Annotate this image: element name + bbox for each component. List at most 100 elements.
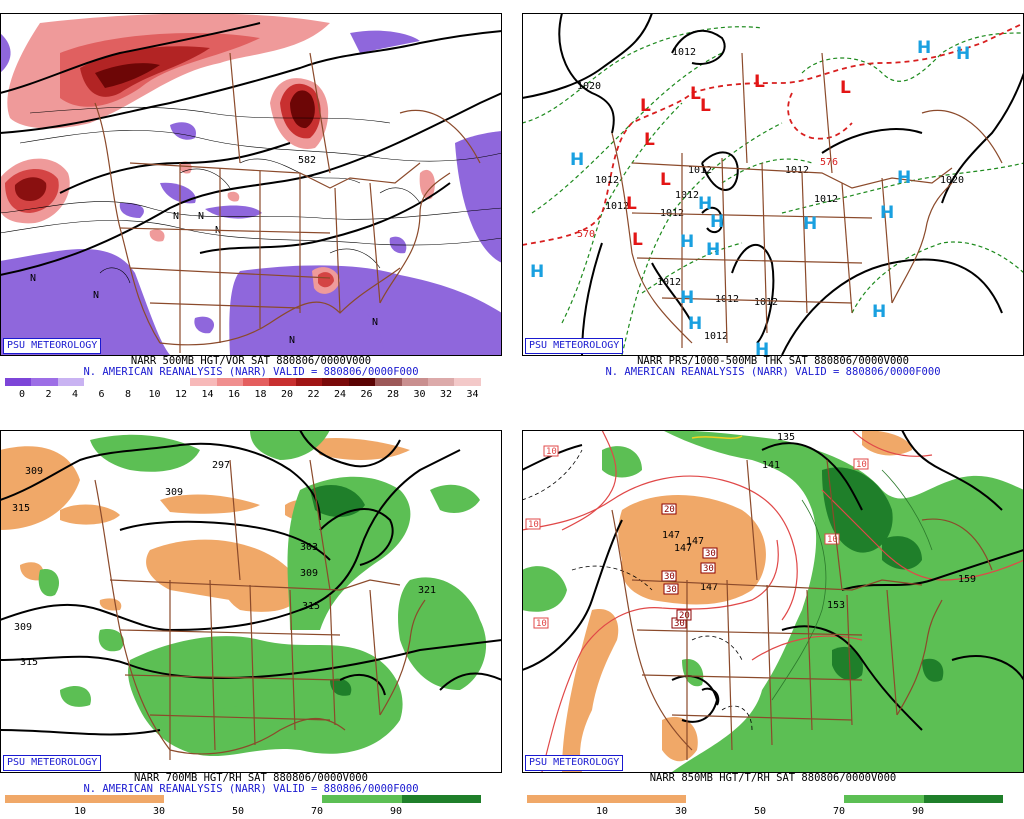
map-label: 141 bbox=[762, 460, 780, 471]
temp-box: 20 bbox=[661, 503, 677, 515]
colorbar-tick-label: 10 bbox=[73, 806, 87, 817]
very-moist-shading bbox=[822, 467, 944, 682]
map-label: 1012 bbox=[657, 277, 681, 288]
temp-box: 30 bbox=[702, 547, 718, 559]
high-pressure-marker: H bbox=[530, 262, 544, 282]
low-pressure-marker: L bbox=[644, 130, 655, 150]
map-label: N bbox=[289, 335, 295, 346]
map-label: N bbox=[93, 290, 99, 301]
svg-text:10: 10 bbox=[827, 535, 838, 545]
colorbar bbox=[5, 378, 481, 386]
map-label: 1012 bbox=[704, 331, 728, 342]
panel-title: NARR 850MB HGT/T/RH SAT 880806/0000V000 bbox=[649, 772, 897, 784]
colorbar-swatch bbox=[454, 378, 481, 386]
colorbar-swatch bbox=[84, 795, 164, 803]
colorbar-tick-label: 30 bbox=[152, 806, 166, 817]
svg-text:30: 30 bbox=[705, 549, 716, 559]
colorbar-swatch bbox=[163, 795, 243, 803]
colorbar-tick-label: 0 bbox=[18, 389, 26, 400]
svg-text:10: 10 bbox=[536, 619, 547, 629]
colorbar-swatch bbox=[401, 795, 481, 803]
low-pressure-marker: L bbox=[626, 194, 637, 214]
colorbar-tick-label: 10 bbox=[148, 389, 161, 400]
colorbar-swatch bbox=[269, 378, 296, 386]
height-contours bbox=[0, 430, 502, 736]
humidity-edge-lines bbox=[771, 469, 933, 701]
colorbar-tick-label: 18 bbox=[254, 389, 267, 400]
colorbar-tick-label: 32 bbox=[439, 389, 453, 400]
map-label: 315 bbox=[20, 657, 38, 668]
map-label: N bbox=[372, 317, 378, 328]
panel-title: NARR 500MB HGT/VOR SAT 880806/0000V000 bbox=[130, 355, 372, 367]
colorbar-swatch bbox=[375, 378, 402, 386]
colorbar-tick-label: 26 bbox=[360, 389, 373, 400]
svg-text:10: 10 bbox=[528, 520, 539, 530]
svg-text:30: 30 bbox=[666, 585, 677, 595]
map-label: 303 bbox=[300, 542, 318, 553]
colorbar-swatch bbox=[216, 378, 243, 386]
colorbar-tick-label: 22 bbox=[307, 389, 320, 400]
colorbar-swatch bbox=[163, 378, 191, 386]
high-pressure-marker: H bbox=[872, 302, 886, 322]
map-label: 582 bbox=[298, 155, 316, 166]
svg-text:30: 30 bbox=[674, 619, 685, 629]
colorbar-tick-label: 34 bbox=[466, 389, 479, 400]
colorbar-tick-label: 24 bbox=[333, 389, 347, 400]
colorbar-swatch bbox=[5, 795, 85, 803]
panel-valid-time: N. AMERICAN REANALYSIS (NARR) VALID = 88… bbox=[605, 366, 941, 378]
svg-text:20: 20 bbox=[664, 505, 675, 515]
thickness-570-line bbox=[522, 22, 1024, 246]
colorbar-tick-label: 10 bbox=[595, 806, 609, 817]
temp-box: 30 bbox=[700, 562, 716, 574]
colorbar-swatch bbox=[242, 378, 270, 386]
map-label: 1012 bbox=[785, 165, 809, 176]
temp-box: 10 bbox=[525, 518, 541, 530]
temp-box: 30 bbox=[663, 583, 679, 595]
map-label: 135 bbox=[777, 432, 795, 443]
colorbar-swatch bbox=[57, 378, 85, 386]
branding-label: PSU METEOROLOGY bbox=[525, 338, 624, 354]
high-pressure-marker: H bbox=[917, 38, 931, 58]
moist-shading bbox=[38, 430, 487, 757]
branding-label: PSU METEOROLOGY bbox=[3, 338, 102, 354]
panel-valid-time: N. AMERICAN REANALYSIS (NARR) VALID = 88… bbox=[83, 366, 419, 378]
map-label: 147 bbox=[662, 530, 680, 541]
temp-box: 10 bbox=[543, 445, 559, 457]
humidity-850-map-labels: 147 147 147 153 159 135 141 147 bbox=[662, 432, 976, 611]
panel-valid-time: N. AMERICAN REANALYSIS (NARR) VALID = 88… bbox=[83, 783, 419, 795]
svg-text:10: 10 bbox=[856, 460, 867, 470]
colorbar-swatch bbox=[685, 795, 765, 803]
map-label: 147 bbox=[700, 582, 718, 593]
temp-box: 20 bbox=[676, 609, 692, 621]
colorbar-tick-label: 16 bbox=[227, 389, 241, 400]
colorbar-swatch bbox=[428, 378, 455, 386]
branding-label: PSU METEOROLOGY bbox=[525, 755, 624, 771]
map-label: 147 bbox=[674, 543, 692, 554]
map-label: 159 bbox=[958, 574, 976, 585]
svg-text:30: 30 bbox=[703, 564, 714, 574]
humidity-850-map: 10 10 10 10 10 20 30 30 30 30 30 20 147 … bbox=[522, 430, 1024, 772]
map-label: 147 bbox=[686, 536, 704, 547]
high-pressure-marker: H bbox=[706, 240, 720, 260]
map-label: 297 bbox=[212, 460, 230, 471]
colorbar-swatch bbox=[322, 795, 402, 803]
dashed-contours bbox=[522, 449, 753, 731]
low-pressure-marker: L bbox=[700, 96, 711, 116]
map-label: N bbox=[30, 273, 36, 284]
map-boundaries bbox=[611, 52, 1003, 348]
svg-text:30: 30 bbox=[664, 572, 675, 582]
temp-box: 10 bbox=[533, 617, 549, 629]
colorbar-tick-label: 14 bbox=[201, 389, 214, 400]
map-label: 1020 bbox=[577, 81, 601, 92]
high-pressure-marker: H bbox=[803, 214, 817, 234]
map-label: 1012 bbox=[595, 175, 619, 186]
dry-shading bbox=[0, 438, 410, 612]
colorbar-swatch bbox=[190, 378, 217, 386]
high-pressure-marker: H bbox=[897, 168, 911, 188]
colorbar-swatch bbox=[5, 378, 32, 386]
colorbar bbox=[527, 795, 1003, 803]
colorbar-swatch bbox=[923, 795, 1003, 803]
temperature-labels: 10 10 10 10 10 20 30 30 30 30 30 20 bbox=[525, 445, 869, 629]
colorbar-swatch bbox=[764, 795, 845, 803]
colorbar-tick-label: 30 bbox=[674, 806, 688, 817]
